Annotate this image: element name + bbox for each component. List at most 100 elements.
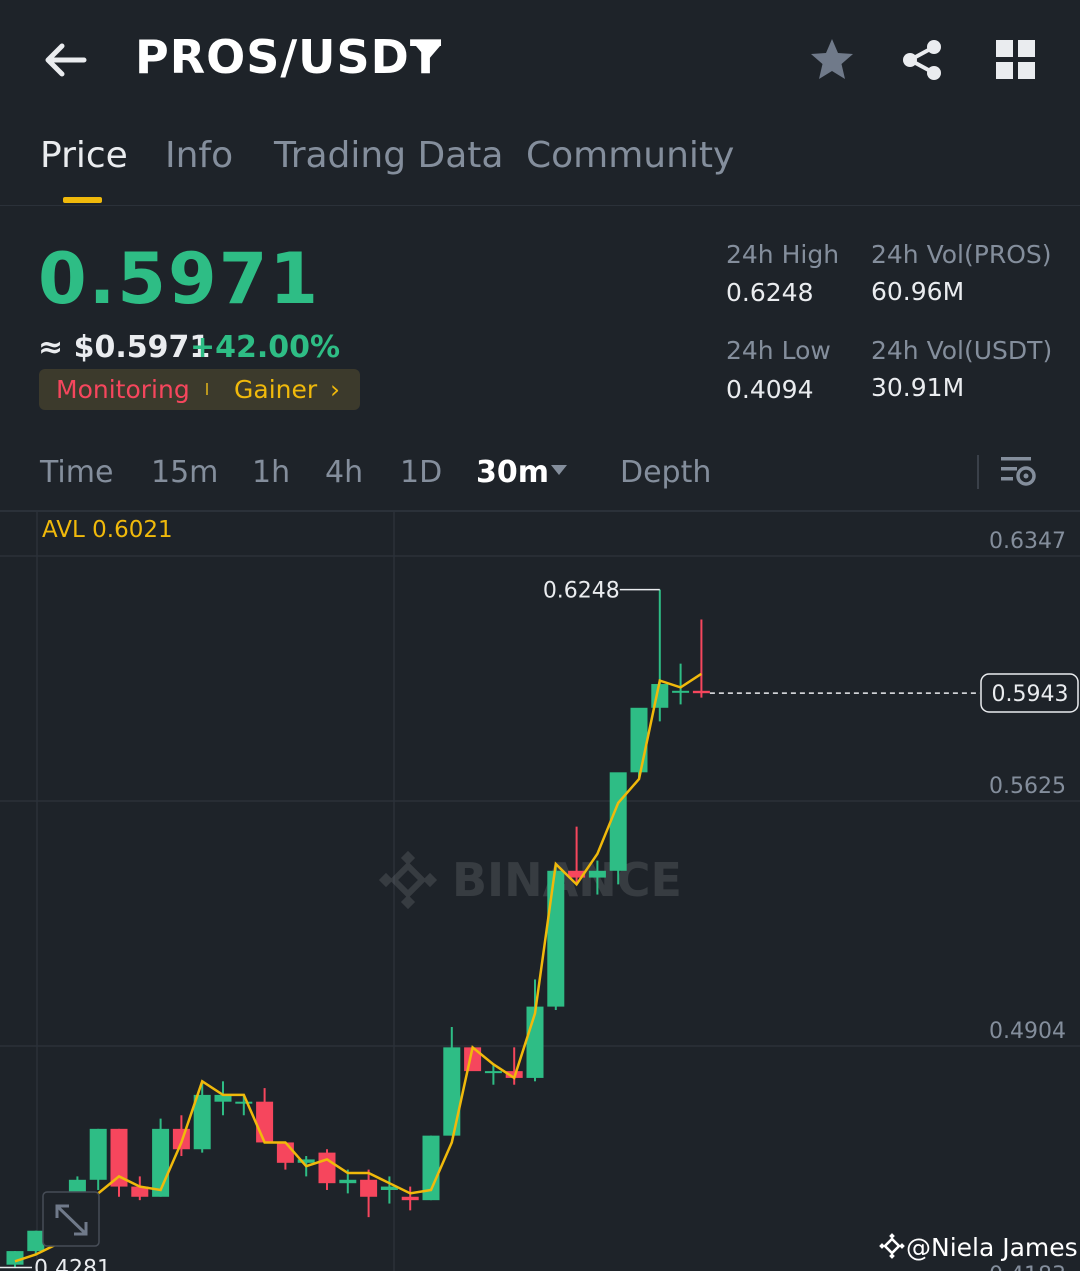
ma-polyline: [14, 672, 703, 1263]
candle: [193, 1081, 211, 1153]
candle-body: [131, 1186, 149, 1197]
candle: [401, 1186, 419, 1211]
stat-vol-quote-label: 24h Vol(USDT): [871, 336, 1053, 365]
candle-body: [27, 1230, 45, 1252]
percent-change: +42.00%: [190, 330, 341, 365]
y-tick-label: 0.4904: [989, 1019, 1066, 1044]
candles: [6, 589, 710, 1269]
last-price: 0.5971: [38, 238, 321, 320]
candle-body: [214, 1094, 232, 1102]
stat-low-value: 0.4094: [726, 375, 814, 404]
pair-title[interactable]: PROS/USDT: [135, 30, 443, 84]
candle-body: [568, 870, 586, 878]
candle: [692, 619, 710, 698]
candle: [672, 663, 690, 705]
candle: [651, 589, 669, 722]
candle: [152, 1118, 170, 1197]
stat-high-value: 0.6248: [726, 278, 814, 307]
candlestick-chart[interactable]: BINANCE 0.6248 0.4281 0.6347 0.5625 0.490…: [0, 512, 1080, 1271]
candle-body: [609, 772, 627, 871]
candle: [380, 1176, 398, 1204]
candle-body: [339, 1179, 357, 1184]
candle: [547, 863, 565, 1011]
candle: [609, 772, 627, 885]
candle: [89, 1128, 107, 1190]
interval-time[interactable]: Time: [40, 455, 114, 490]
tab-trading-data[interactable]: Trading Data: [274, 135, 504, 176]
candle-body: [89, 1128, 107, 1180]
ma-line: [14, 672, 703, 1263]
candle: [630, 707, 648, 780]
binance-logo-icon: [879, 1233, 905, 1259]
candle: [256, 1088, 274, 1143]
back-arrow-icon[interactable]: [40, 34, 92, 86]
candle-body: [318, 1152, 336, 1184]
interval-1h[interactable]: 1h: [252, 455, 291, 490]
caret-down-icon[interactable]: [551, 465, 567, 475]
candle: [131, 1176, 149, 1201]
active-tab-indicator: [63, 197, 102, 203]
stat-high-label: 24h High: [726, 240, 840, 269]
watermark-brand: BINANCE: [452, 853, 682, 907]
candle-body: [484, 1071, 502, 1074]
star-icon[interactable]: [806, 34, 858, 86]
candle-body: [6, 1251, 24, 1265]
grid-icon[interactable]: [990, 34, 1042, 86]
tab-info[interactable]: Info: [165, 135, 234, 176]
interval-30m-selected[interactable]: 30m: [476, 455, 550, 490]
candle: [568, 826, 586, 885]
candle: [27, 1230, 45, 1255]
candle: [443, 1026, 461, 1136]
candle-body: [297, 1159, 315, 1163]
candle: [110, 1128, 128, 1197]
candle-body: [401, 1196, 419, 1201]
candle: [235, 1094, 253, 1116]
candle-body: [235, 1101, 253, 1104]
share-icon[interactable]: [896, 34, 948, 86]
candle-body: [110, 1128, 128, 1187]
interval-depth[interactable]: Depth: [620, 455, 712, 490]
interval-15m[interactable]: 15m: [151, 455, 219, 490]
candle-body: [193, 1094, 211, 1150]
chevron-right-icon[interactable]: ›: [330, 375, 340, 404]
y-tick-label: 0.5625: [989, 774, 1066, 799]
caret-down-icon[interactable]: [416, 46, 440, 60]
y-axis-labels: 0.6347 0.5625 0.4904 0.4183: [989, 529, 1066, 1271]
interval-4h[interactable]: 4h: [325, 455, 364, 490]
max-marker-label: 0.6248: [543, 579, 620, 604]
candle-body: [672, 690, 690, 693]
candle: [360, 1169, 378, 1218]
stat-low-label: 24h Low: [726, 336, 831, 365]
candle: [484, 1064, 502, 1085]
candle-body: [692, 690, 710, 694]
divider: [0, 205, 1080, 206]
tag-gainer[interactable]: Gainer: [234, 375, 318, 404]
min-marker-label: 0.4281: [34, 1257, 111, 1271]
avl-label: AVL 0.6021: [42, 517, 173, 543]
y-tick-label: 0.4183: [989, 1263, 1066, 1271]
zoom-button[interactable]: [42, 1191, 100, 1247]
candle: [214, 1081, 232, 1116]
watermark-user: @Niela James: [878, 1232, 1078, 1262]
tab-price[interactable]: Price: [40, 135, 128, 176]
tag-monitoring[interactable]: Monitoring: [56, 375, 190, 404]
tab-community[interactable]: Community: [526, 135, 735, 176]
current-price-tag[interactable]: 0.5943: [980, 673, 1079, 713]
candle: [276, 1142, 294, 1170]
candle-body: [380, 1186, 398, 1190]
divider: [977, 455, 979, 489]
y-tick-label: 0.6347: [989, 529, 1066, 554]
candle: [588, 860, 606, 895]
usd-price: ≈ $0.5971: [38, 330, 211, 365]
tag-separator: [206, 383, 208, 395]
expand-icon: [55, 1204, 88, 1236]
tags-pill[interactable]: [39, 369, 360, 410]
interval-1d[interactable]: 1D: [400, 455, 443, 490]
candle-body: [588, 870, 606, 878]
binance-watermark: BINANCE: [378, 850, 682, 910]
watermark-user-text: @Niela James: [906, 1233, 1078, 1262]
candle-body: [256, 1101, 274, 1143]
candle: [6, 1251, 24, 1269]
chart-settings-icon[interactable]: [998, 452, 1038, 492]
candle-body: [443, 1047, 461, 1136]
